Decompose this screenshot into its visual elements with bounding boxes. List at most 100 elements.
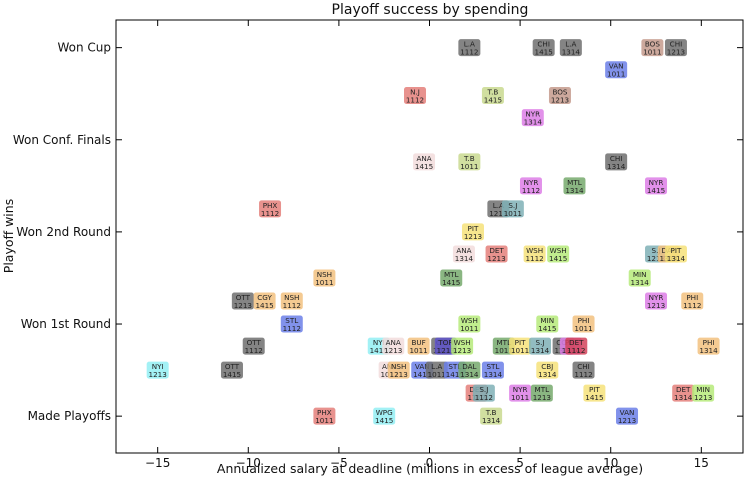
point-season-label: 1415 [484, 96, 502, 105]
point-team-label: VAN [609, 62, 624, 71]
x-tick-label: −15 [145, 456, 170, 470]
point-season-label: 1112 [574, 370, 592, 379]
point-marker [373, 407, 396, 425]
point-season-label: 1112 [261, 209, 279, 218]
point-team-label: MTL [535, 385, 550, 394]
point-team-label: CHI [577, 362, 590, 371]
point-team-label: NYR [525, 110, 540, 119]
point-season-label: 1112 [406, 96, 424, 105]
point-team-label: PIT [468, 224, 479, 233]
point-marker [509, 337, 532, 355]
point-season-label: 1314 [607, 162, 626, 171]
y-tick-label: Made Playoffs [28, 409, 111, 423]
point-team-label: CGY [257, 293, 272, 302]
point-team-label: OTT [236, 293, 251, 302]
point-season-label: 1415 [446, 370, 464, 379]
point-season-label: 1213 [667, 48, 685, 57]
x-tick-label: −5 [330, 456, 348, 470]
point-season-label: 1112 [245, 346, 263, 355]
point-marker [536, 361, 559, 379]
y-tick-label: Won Conf. Finals [13, 133, 111, 147]
data-points: L.A1112CHI1415L.A1314BOS1011CHI1213VAN10… [146, 39, 720, 425]
point-marker [407, 337, 430, 355]
point-team-label: NYR [649, 178, 664, 187]
point-team-label: STL [448, 362, 461, 371]
point-team-label: WSH [454, 338, 471, 347]
point-team-label: N.J [410, 88, 420, 97]
point-team-label: L.A [464, 40, 475, 49]
point-marker [481, 361, 504, 379]
point-team-label: ANA [456, 246, 471, 255]
point-marker [519, 177, 542, 195]
point-team-label: NSH [391, 362, 406, 371]
point-season-label: 1112 [475, 393, 493, 402]
point-team-label: PHI [703, 338, 715, 347]
point-season-label: 1415 [585, 393, 603, 402]
point-team-label: S.J [536, 338, 545, 347]
point-team-label: L.A [431, 362, 442, 371]
point-season-label: 1011 [460, 162, 478, 171]
point-marker [529, 337, 552, 355]
point-team-label: OTT [247, 338, 262, 347]
point-team-label: L.A [565, 40, 576, 49]
point-season-label: 1213 [437, 346, 455, 355]
point-season-label: 1314 [565, 186, 584, 195]
point-team-label: CHI [537, 40, 550, 49]
y-axis: Made Playoffs Won 1st Round Won 2nd Round W… [13, 41, 743, 423]
point-marker [645, 177, 668, 195]
point-marker [451, 337, 474, 355]
point-marker [565, 337, 588, 355]
point-marker [530, 384, 553, 402]
point-team-label: L.A [493, 201, 504, 210]
x-tick-label: 0 [426, 456, 434, 470]
point-marker [641, 39, 664, 57]
point-marker [382, 337, 405, 355]
x-tick-label: 10 [603, 456, 618, 470]
point-marker [523, 245, 546, 263]
point-season-label: 1112 [683, 301, 701, 310]
point-season-label: 1112 [460, 48, 478, 57]
point-season-label: 1011 [504, 209, 522, 218]
point-marker [583, 384, 606, 402]
point-team-label: DAL [462, 362, 476, 371]
point-marker [548, 87, 571, 105]
point-team-label: STL [285, 316, 298, 325]
point-marker [440, 269, 463, 287]
point-season-label: 1011 [315, 278, 333, 287]
point-season-label: 1415 [535, 48, 553, 57]
point-team-label: NYR [524, 178, 539, 187]
point-marker [645, 292, 668, 310]
point-marker [572, 315, 595, 333]
point-team-label: TOR [437, 338, 453, 347]
point-marker [480, 407, 503, 425]
point-marker [472, 384, 495, 402]
point-marker [697, 337, 720, 355]
point-team-label: MIN [540, 316, 554, 325]
point-season-label: 1314 [667, 254, 686, 263]
point-team-label: S.J [652, 246, 661, 255]
point-marker [280, 315, 303, 333]
